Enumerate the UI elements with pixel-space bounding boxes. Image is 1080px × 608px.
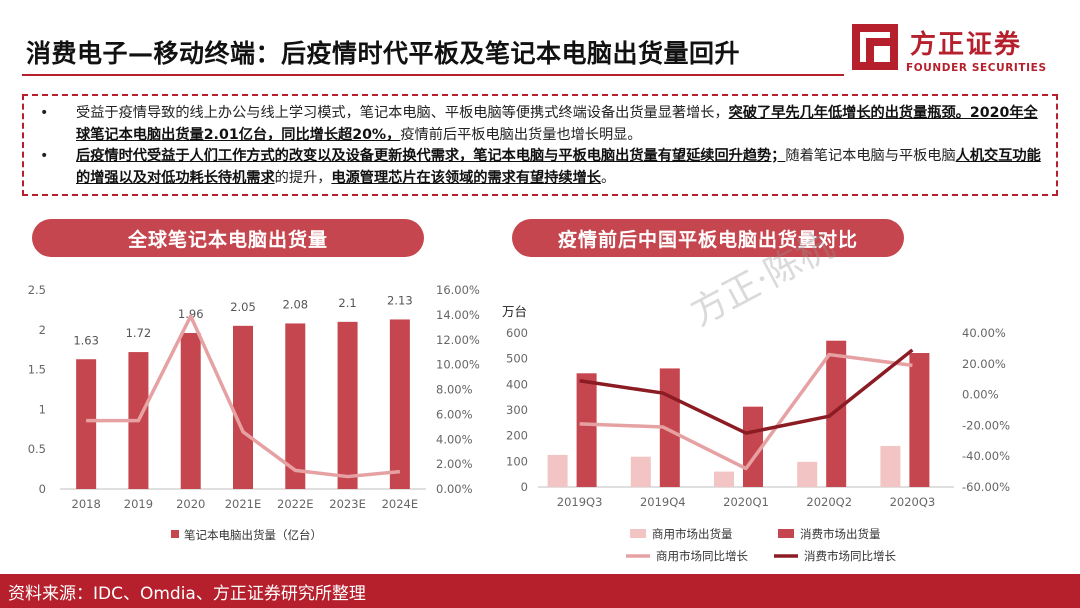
consumer-bar <box>909 353 930 487</box>
left-y-tick-label: 2.5 <box>28 283 46 297</box>
logo-english-name: FOUNDER SECURITIES <box>906 62 1047 74</box>
bar-data-label: 2.08 <box>282 297 308 311</box>
legend-label: 商用市场出货量 <box>652 527 733 541</box>
consumer-bar <box>576 373 597 487</box>
right-y-tick-label: -40.00% <box>962 449 1010 463</box>
legend-label: 商用市场同比增长 <box>656 549 748 563</box>
summary-bullet-1: • 受益于疫情导致的线上办公与线上学习模式，笔记本电脑、平板电脑等便携式终端设备出… <box>38 103 1042 146</box>
summary-bullet-2: • 后疫情时代受益于人们工作方式的改变以及设备更新换代需求，笔记本电脑与平板电脑出… <box>38 146 1042 189</box>
bullet-dot: • <box>40 105 49 121</box>
page-title: 消费电子—移动终端：后疫情时代平板及笔记本电脑出货量回升 <box>26 39 741 68</box>
commercial-bar <box>797 461 818 487</box>
bullet-emphasis: 人机交互功能的增强以及对低功耗长待机需求 <box>76 148 1041 186</box>
bar-data-label: 2.05 <box>230 300 256 314</box>
right-y-tick-label: 4.00% <box>436 432 473 446</box>
logo-chinese-name: 方正证券 <box>910 30 1023 60</box>
bar-data-label: 1.63 <box>73 333 99 347</box>
footer-source: 资料来源：IDC、Omdia、方正证券研究所整理 <box>0 574 1080 608</box>
right-y-tick-label: 40.00% <box>962 326 1006 340</box>
bullet-dot: • <box>40 148 49 164</box>
bar-data-label: 1.72 <box>126 326 152 340</box>
bullet-text: 。 <box>600 169 616 186</box>
notebook-bar <box>76 359 97 489</box>
right-y-tick-label: 2.00% <box>436 457 473 471</box>
legend-label: 消费市场出货量 <box>800 527 881 541</box>
right-y-tick-label: 16.00% <box>436 283 480 297</box>
legend-label: 笔记本电脑出货量（亿台） <box>184 528 322 542</box>
commercial-bar <box>547 454 568 487</box>
x-tick-label: 2022E <box>277 497 314 511</box>
bullet-text: 受益于疫情导致的线上办公与线上学习模式，笔记本电脑、平板电脑等便携式终端设备出货… <box>76 105 729 121</box>
legend-label: 消费市场同比增长 <box>804 549 896 563</box>
left-y-tick-label: 300 <box>506 403 528 417</box>
x-tick-label: 2020Q1 <box>723 495 769 509</box>
left-y-tick-label: 600 <box>506 326 528 340</box>
x-tick-label: 2024E <box>382 497 419 511</box>
right-y-tick-label: 0.00% <box>436 482 473 496</box>
x-tick-label: 2018 <box>72 497 101 511</box>
bullet-emphasis: 突破了早先几年低增长的出货量瓶颈。2020年全球笔记本电脑出货量2.01亿台，同… <box>76 105 1038 143</box>
x-tick-label: 2023E <box>329 497 366 511</box>
company-logo: 方正证券 FOUNDER SECURITIES <box>850 18 1065 80</box>
bullet-text: 随着笔记本电脑与平板电脑 <box>785 148 956 164</box>
left-y-tick-label: 500 <box>506 352 528 366</box>
x-tick-label: 2019Q4 <box>640 495 686 509</box>
bullet-emphasis: 电源管理芯片在该领域的需求有望持续增长 <box>331 169 601 186</box>
left-y-unit-label: 万台 <box>502 304 527 319</box>
bullet-text: 的提升， <box>274 169 332 186</box>
right-y-tick-label: 8.00% <box>436 383 473 397</box>
bullet-emphasis: 后疫情时代受益于人们工作方式的改变以及设备更新换代需求，笔记本电脑与平板电脑出货… <box>76 148 786 164</box>
right-y-tick-label: 20.00% <box>962 357 1006 371</box>
commercial-bar <box>630 456 651 487</box>
logo-mark-icon <box>852 24 898 70</box>
growth-line <box>86 314 401 479</box>
left-y-tick-label: 100 <box>506 454 528 468</box>
notebook-bar <box>285 323 306 489</box>
commercial-growth-line <box>579 352 913 471</box>
bar-data-label: 2.1 <box>338 296 356 310</box>
header: 消费电子—移动终端：后疫情时代平板及笔记本电脑出货量回升 方正证券 FOUNDE… <box>0 0 1080 84</box>
x-tick-label: 2019 <box>124 497 153 511</box>
left-chart-title: 全球笔记本电脑出货量 <box>32 219 424 257</box>
legend-swatch <box>171 530 179 538</box>
commercial-bar <box>880 445 901 487</box>
legend-swatch <box>630 529 646 538</box>
x-tick-label: 2019Q3 <box>557 495 603 509</box>
x-tick-label: 2020 <box>176 497 205 511</box>
title-underline <box>22 74 844 76</box>
left-y-tick-label: 1 <box>39 402 46 416</box>
right-y-tick-label: -20.00% <box>962 418 1010 432</box>
bullet-text: 疫情前后平板电脑出货量也增长明显。 <box>400 126 642 143</box>
x-tick-label: 2021E <box>225 497 262 511</box>
left-y-tick-label: 0.5 <box>28 442 46 456</box>
left-y-tick-label: 0 <box>521 480 528 494</box>
notebook-bar <box>337 321 358 489</box>
left-y-tick-label: 400 <box>506 377 528 391</box>
commercial-bar <box>714 471 734 487</box>
consumer-growth-line <box>579 348 914 435</box>
notebook-bar <box>180 332 201 489</box>
bar-data-label: 2.13 <box>387 293 413 307</box>
right-y-tick-label: -60.00% <box>962 480 1010 494</box>
left-y-tick-label: 0 <box>39 482 46 496</box>
right-y-tick-label: 10.00% <box>436 358 480 372</box>
notebook-bar <box>389 319 410 489</box>
right-y-tick-label: 14.00% <box>436 308 480 322</box>
bar-data-label: 1.96 <box>178 307 204 321</box>
left-y-tick-label: 1.5 <box>28 363 46 377</box>
right-y-tick-label: 12.00% <box>436 333 480 347</box>
x-tick-label: 2020Q2 <box>806 495 852 509</box>
right-y-tick-label: 0.00% <box>962 388 999 402</box>
consumer-bar <box>826 340 847 487</box>
right-y-tick-label: 6.00% <box>436 407 473 421</box>
legend-swatch <box>778 529 794 538</box>
summary-box: • 受益于疫情导致的线上办公与线上学习模式，笔记本电脑、平板电脑等便携式终端设备出… <box>22 94 1058 196</box>
x-tick-label: 2020Q3 <box>890 495 936 509</box>
left-y-tick-label: 200 <box>506 429 528 443</box>
right-chart-title: 疫情前后中国平板电脑出货量对比 <box>512 219 904 257</box>
notebook-bar <box>233 325 253 489</box>
left-y-tick-label: 2 <box>39 323 46 337</box>
